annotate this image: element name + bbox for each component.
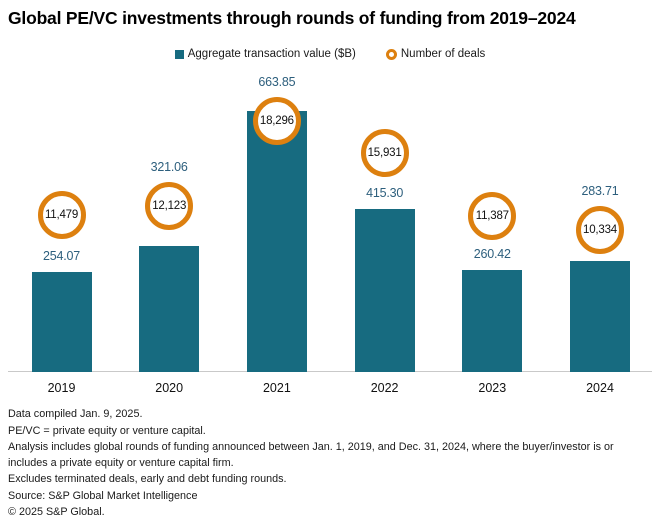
value-label-2020: 321.06	[150, 159, 188, 174]
bar-2019	[31, 272, 92, 372]
x-axis-label-2023: 2023	[478, 381, 507, 395]
x-axis-label-2020: 2020	[155, 381, 184, 395]
legend-label-transaction-value: Aggregate transaction value ($B)	[187, 48, 356, 60]
x-axis-line	[8, 371, 652, 372]
bar-2023	[462, 269, 523, 372]
footnote-copyright: © 2025 S&P Global.	[8, 506, 105, 518]
deal-circle-2021: 18,296	[252, 96, 301, 145]
bar-2021	[246, 111, 307, 372]
chart-title: Global PE/VC investments through rounds …	[8, 8, 576, 28]
deal-circle-2020: 12,123	[145, 181, 194, 230]
legend-label-number-of-deals: Number of deals	[400, 48, 486, 60]
deal-circle-2023: 11,387	[468, 191, 517, 240]
legend-item-number-of-deals: Number of deals	[385, 48, 486, 60]
x-axis-label-2022: 2022	[370, 381, 399, 395]
footer-notes: Data compiled Jan. 9, 2025. PE/VC = priv…	[8, 407, 654, 522]
footnote-abbreviation: PE/VC = private equity or venture capita…	[8, 424, 206, 437]
value-label-2021: 663.85	[258, 74, 296, 89]
value-label-2023: 260.42	[473, 246, 511, 261]
bar-2022	[354, 208, 415, 372]
x-axis-label-2024: 2024	[586, 381, 614, 395]
footnote-data-compiled: Data compiled Jan. 9, 2025.	[8, 408, 143, 420]
deal-circle-2022: 15,931	[360, 129, 409, 178]
legend-item-transaction-value: Aggregate transaction value ($B)	[174, 48, 356, 60]
bar-2024	[570, 260, 630, 372]
bar-swatch-icon	[174, 49, 184, 59]
x-axis-label-2021: 2021	[262, 381, 291, 395]
deal-circle-2019: 11,479	[37, 190, 86, 239]
value-label-2019: 254.07	[42, 249, 81, 264]
footnote-analysis: Analysis includes global rounds of fundi…	[8, 441, 614, 469]
deal-circle-2024: 10,334	[576, 206, 624, 255]
bar-2020	[139, 245, 200, 372]
value-label-2022: 415.30	[366, 185, 404, 200]
deals-ring-icon	[385, 48, 397, 60]
legend: Aggregate transaction value ($B) Number …	[0, 48, 660, 60]
x-axis-label-2019: 2019	[47, 381, 76, 395]
footnote-exclusions: Excludes terminated deals, early and deb…	[8, 473, 287, 485]
footnote-source: Source: S&P Global Market Intelligence	[8, 489, 198, 502]
value-label-2024: 283.71	[581, 184, 619, 199]
